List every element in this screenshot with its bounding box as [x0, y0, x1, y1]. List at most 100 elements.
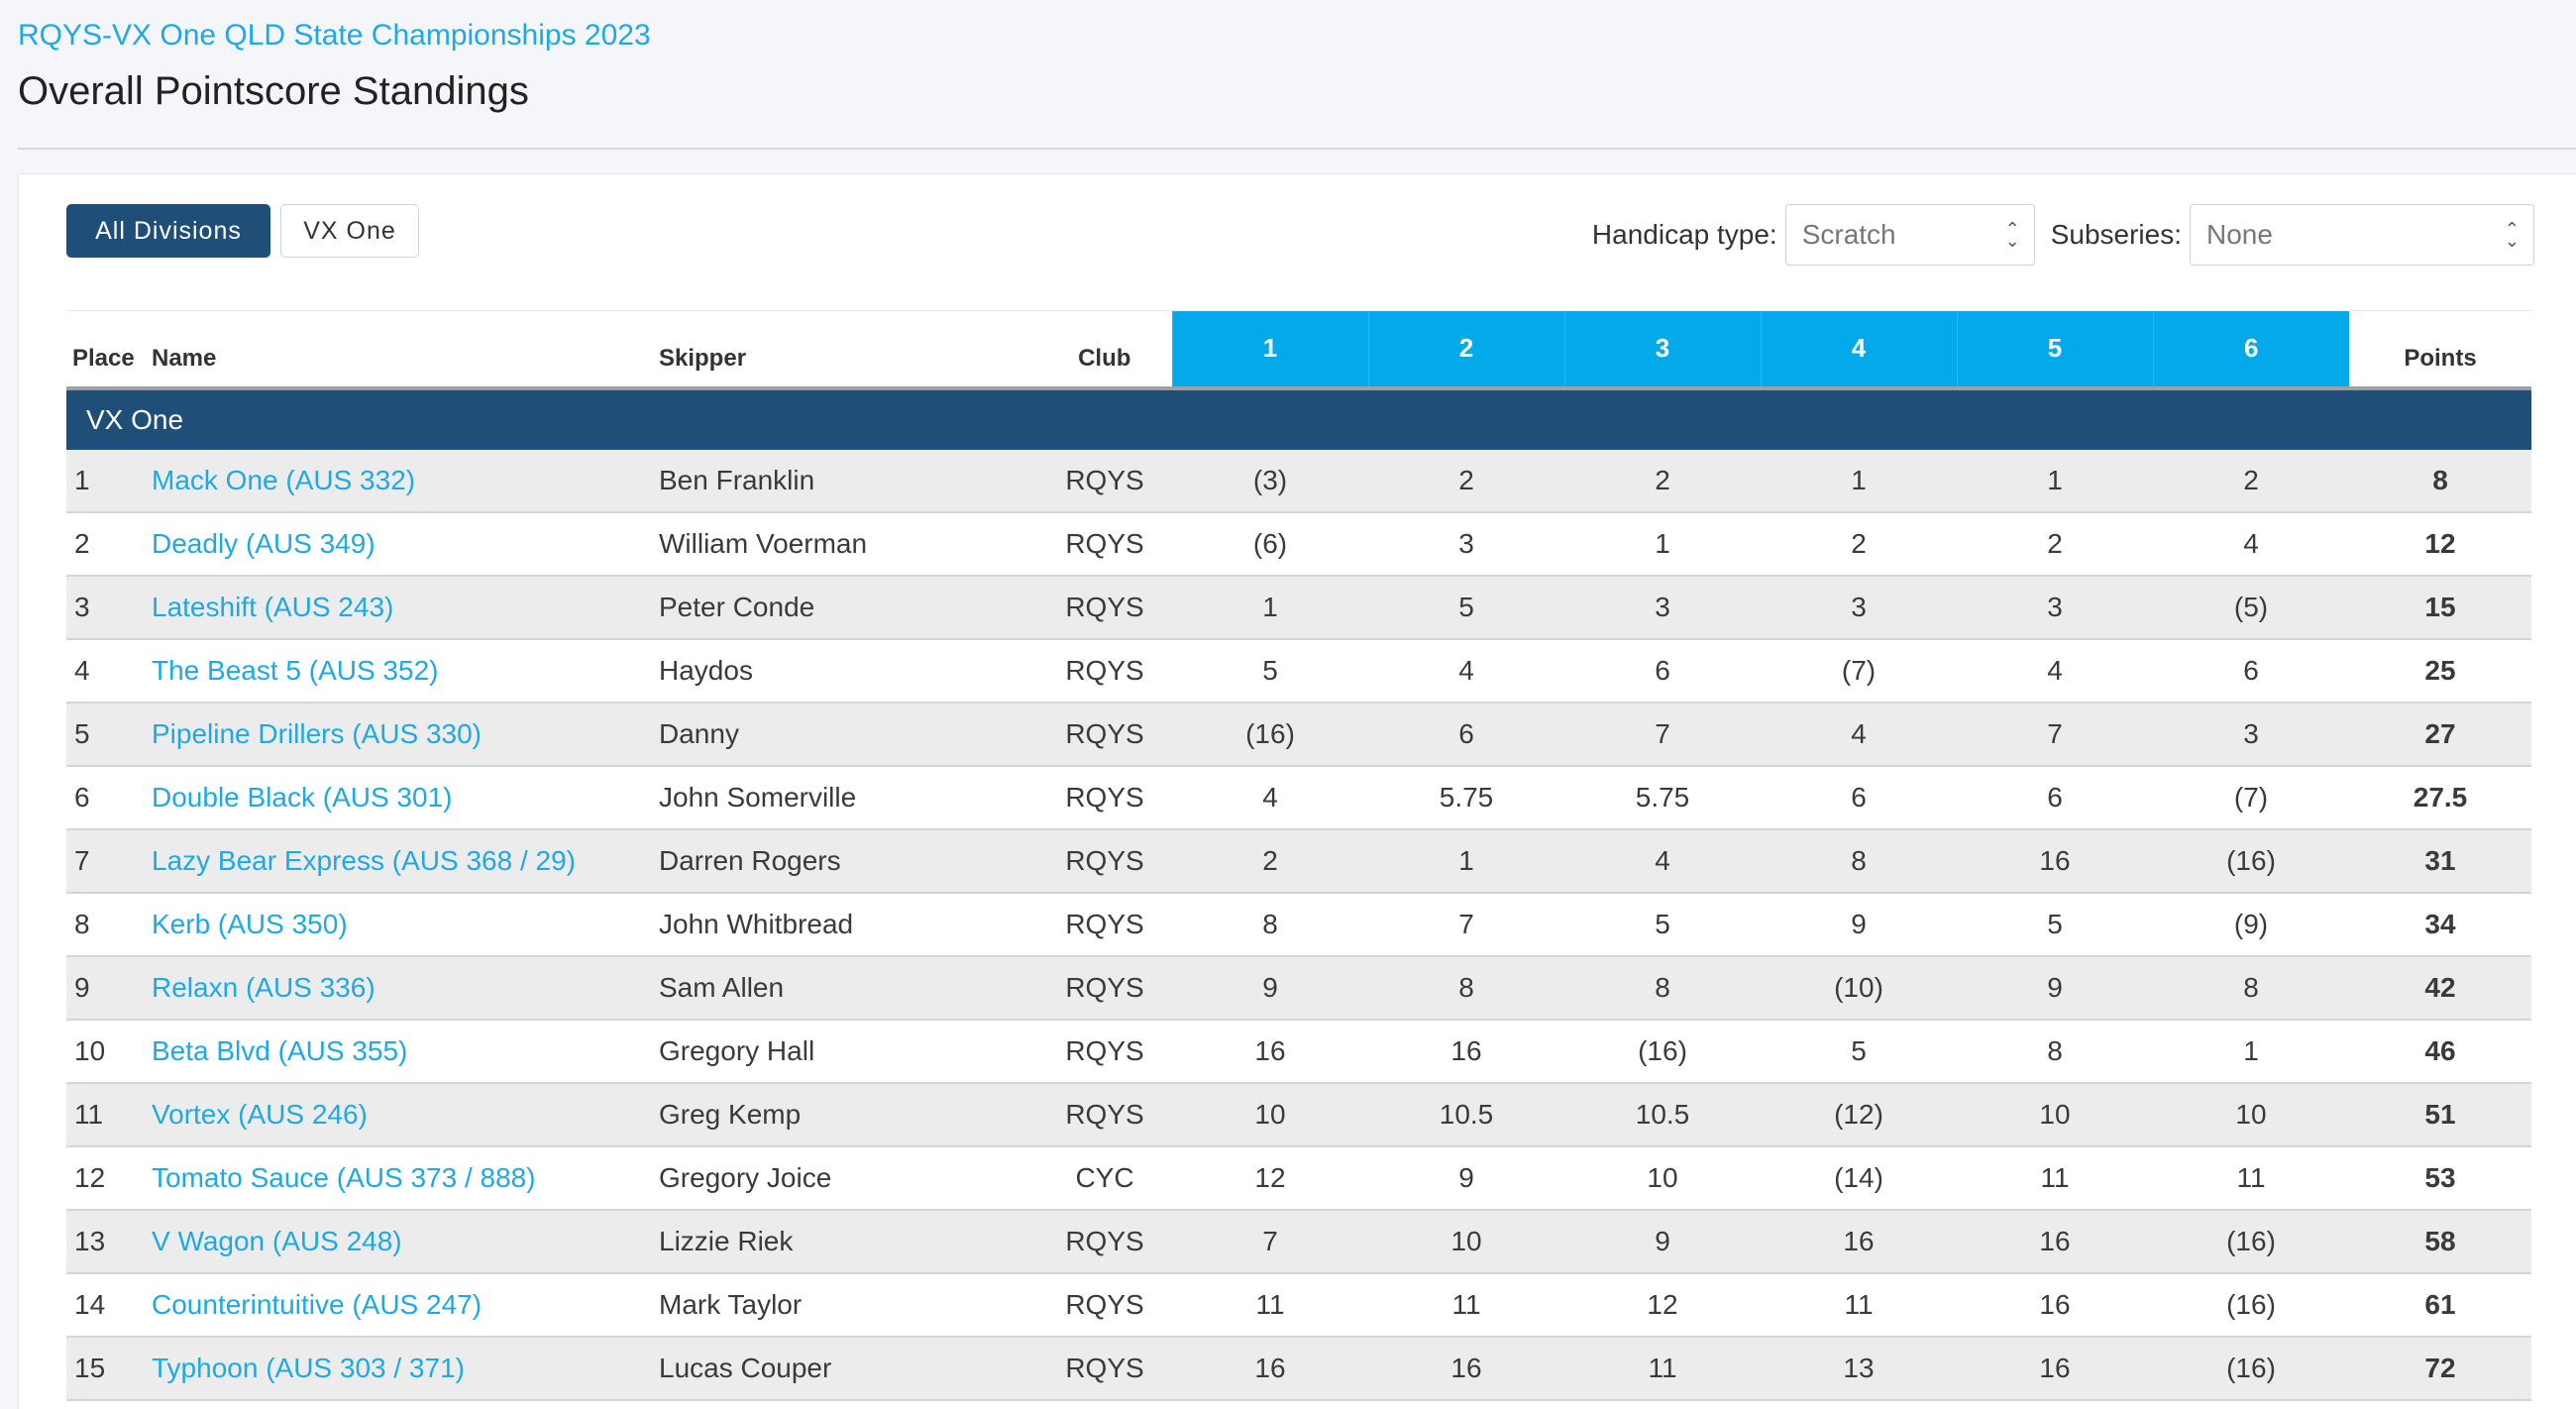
race-4-result-cell: 13 [1761, 1337, 1957, 1401]
header-divider [18, 148, 2576, 150]
table-row: 5 Pipeline Drillers (AUS 330) Danny RQYS (16… [66, 703, 2531, 767]
table-row: 13 V Wagon (AUS 248) Lizzie Riek RQYS 7 10 9 16… [66, 1210, 2531, 1274]
boat-name-link[interactable]: Beta Blvd (AUS 355) [146, 1020, 653, 1084]
place-cell: 12 [66, 1146, 146, 1211]
table-row: 14 Counterintuitive (AUS 247) Mark Taylor R… [66, 1273, 2531, 1338]
race-5-result-cell: 11 [1957, 1146, 2153, 1211]
boat-name-link[interactable]: Lazy Bear Express (AUS 368 / 29) [146, 829, 653, 894]
race-3-result-cell: 6 [1564, 639, 1761, 704]
race-6-result-cell: (16) [2153, 1273, 2349, 1338]
boat-name-link[interactable]: Typhoon (AUS 303 / 371) [146, 1337, 653, 1401]
column-header-points[interactable]: Points [2349, 310, 2531, 390]
skipper-cell: John Whitbread [653, 893, 1037, 957]
table-row: 1 Mack One (AUS 332) Ben Franklin RQYS (3) 2 2… [66, 450, 2531, 513]
race-2-result-cell: 4 [1368, 639, 1564, 704]
column-header-race-3[interactable]: 3 [1563, 310, 1761, 390]
race-1-result-cell: 12 [1172, 1146, 1368, 1211]
race-5-result-cell: 10 [1957, 1083, 2153, 1147]
all-divisions-button[interactable]: All Divisions [66, 204, 270, 258]
boat-name-link[interactable]: Kerb (AUS 350) [146, 893, 653, 957]
column-header-name[interactable]: Name [146, 310, 653, 390]
race-5-result-cell: 16 [1957, 1337, 2153, 1401]
race-2-result-cell: 10 [1368, 1210, 1564, 1274]
race-1-result-cell: 5 [1172, 639, 1368, 704]
table-row: 8 Kerb (AUS 350) John Whitbread RQYS 8 7 5 9 5 (9… [66, 893, 2531, 957]
club-cell: RQYS [1037, 1210, 1172, 1274]
column-header-club[interactable]: Club [1037, 310, 1172, 390]
race-1-result-cell: 1 [1172, 576, 1368, 640]
race-4-result-cell: 1 [1761, 450, 1957, 513]
column-header-race-4[interactable]: 4 [1760, 310, 1957, 390]
race-1-result-cell: 4 [1172, 766, 1368, 830]
place-cell: 8 [66, 893, 146, 957]
race-4-result-cell: 16 [1761, 1210, 1957, 1274]
race-5-result-cell: 8 [1957, 1020, 2153, 1084]
column-header-place[interactable]: Place [66, 310, 146, 390]
race-2-result-cell: 2 [1368, 450, 1564, 513]
handicap-type-select[interactable]: Scratch ⌃ ⌄ [1784, 204, 2035, 266]
boat-name-link[interactable]: Lateshift (AUS 243) [146, 576, 653, 640]
points-cell: 31 [2349, 829, 2531, 894]
event-title-link[interactable]: RQYS-VX One QLD State Championships 2023 [18, 19, 651, 52]
race-6-result-cell: 10 [2153, 1083, 2349, 1147]
table-row: 11 Vortex (AUS 246) Greg Kemp RQYS 10 10.5 10.… [66, 1083, 2531, 1147]
race-5-result-cell: 16 [1957, 1273, 2153, 1338]
standings-card: All Divisions VX One Handicap type: Scra… [18, 173, 2576, 1409]
boat-name-link[interactable]: Relaxn (AUS 336) [146, 956, 653, 1021]
race-2-result-cell: 16 [1368, 1020, 1564, 1084]
place-cell: 14 [66, 1273, 146, 1338]
place-cell: 4 [66, 639, 146, 704]
race-3-result-cell: 9 [1564, 1210, 1761, 1274]
club-cell: RQYS [1037, 1020, 1172, 1084]
race-4-result-cell: (10) [1761, 956, 1957, 1021]
subseries-select[interactable]: None ⌃ ⌄ [2190, 204, 2534, 266]
boat-name-link[interactable]: Vortex (AUS 246) [146, 1083, 653, 1147]
vx-one-division-button[interactable]: VX One [280, 204, 419, 258]
race-5-result-cell: 7 [1957, 703, 2153, 767]
table-row: 9 Relaxn (AUS 336) Sam Allen RQYS 9 8 8 (10) 9 8 4… [66, 956, 2531, 1021]
points-cell: 12 [2349, 512, 2531, 577]
race-6-result-cell: 1 [2153, 1020, 2349, 1084]
page-title: Overall Pointscore Standings [18, 69, 529, 113]
race-1-result-cell: (16) [1172, 703, 1368, 767]
skipper-cell: Haydos [653, 639, 1037, 704]
toolbar: All Divisions VX One Handicap type: Scra… [66, 204, 2534, 266]
race-4-result-cell: 9 [1761, 893, 1957, 957]
column-header-skipper[interactable]: Skipper [653, 310, 1037, 390]
column-header-race-6[interactable]: 6 [2152, 310, 2349, 390]
race-2-result-cell: 16 [1368, 1337, 1564, 1401]
points-cell: 25 [2349, 639, 2531, 704]
race-6-result-cell: 3 [2153, 703, 2349, 767]
points-cell: 58 [2349, 1210, 2531, 1274]
column-header-race-5[interactable]: 5 [1956, 310, 2153, 390]
boat-name-link[interactable]: V Wagon (AUS 248) [146, 1210, 653, 1274]
table-row: 12 Tomato Sauce (AUS 373 / 888) Gregory Jo… [66, 1146, 2531, 1211]
boat-name-link[interactable]: The Beast 5 (AUS 352) [146, 639, 653, 704]
boat-name-link[interactable]: Deadly (AUS 349) [146, 512, 653, 577]
boat-name-link[interactable]: Double Black (AUS 301) [146, 766, 653, 830]
boat-name-link[interactable]: Tomato Sauce (AUS 373 / 888) [146, 1146, 653, 1211]
race-6-result-cell: 4 [2153, 512, 2349, 577]
points-cell: 42 [2349, 956, 2531, 1021]
skipper-cell: Mark Taylor [653, 1273, 1037, 1338]
race-4-result-cell: 2 [1761, 512, 1957, 577]
skipper-cell: Gregory Joice [653, 1146, 1037, 1211]
place-cell: 5 [66, 703, 146, 767]
filters: Handicap type: Scratch ⌃ ⌄ Subseries: Non… [1592, 204, 2534, 266]
place-cell: 10 [66, 1020, 146, 1084]
race-1-result-cell: 8 [1172, 893, 1368, 957]
race-6-result-cell: 8 [2153, 956, 2349, 1021]
race-2-result-cell: 9 [1368, 1146, 1564, 1211]
column-header-race-2[interactable]: 2 [1367, 310, 1564, 390]
boat-name-link[interactable]: Mack One (AUS 332) [146, 450, 653, 513]
race-6-result-cell: 11 [2153, 1146, 2349, 1211]
race-2-result-cell: 1 [1368, 829, 1564, 894]
race-5-result-cell: 4 [1957, 639, 2153, 704]
skipper-cell: William Voerman [653, 512, 1037, 577]
column-header-race-1[interactable]: 1 [1171, 310, 1368, 390]
boat-name-link[interactable]: Pipeline Drillers (AUS 330) [146, 703, 653, 767]
boat-name-link[interactable]: Counterintuitive (AUS 247) [146, 1273, 653, 1338]
skipper-cell: Ben Franklin [653, 450, 1037, 513]
points-cell: 53 [2349, 1146, 2531, 1211]
race-4-result-cell: 8 [1761, 829, 1957, 894]
